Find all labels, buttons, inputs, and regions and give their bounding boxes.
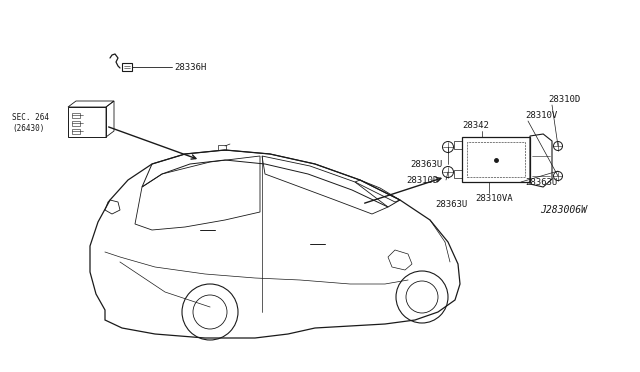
Bar [454,170,462,178]
Bar [72,128,80,134]
Text: 28310D: 28310D [548,95,580,104]
Text: 28310V: 28310V [525,111,557,120]
Text: 28310VA: 28310VA [475,194,513,203]
Text: 28342: 28342 [462,121,489,130]
Text: 28336H: 28336H [174,62,206,71]
Text: SEC. 264
(26430): SEC. 264 (26430) [12,113,49,134]
Bar [454,141,462,149]
Text: 28363U: 28363U [525,177,557,186]
Bar [218,145,226,150]
Bar [122,63,132,71]
Text: 28363U: 28363U [435,200,467,209]
Text: 28363U: 28363U [410,160,442,169]
Bar [72,112,80,118]
Text: J283006W: J283006W [540,205,587,215]
Bar [72,121,80,125]
Bar [467,142,525,177]
Text: 28310D: 28310D [406,176,438,185]
